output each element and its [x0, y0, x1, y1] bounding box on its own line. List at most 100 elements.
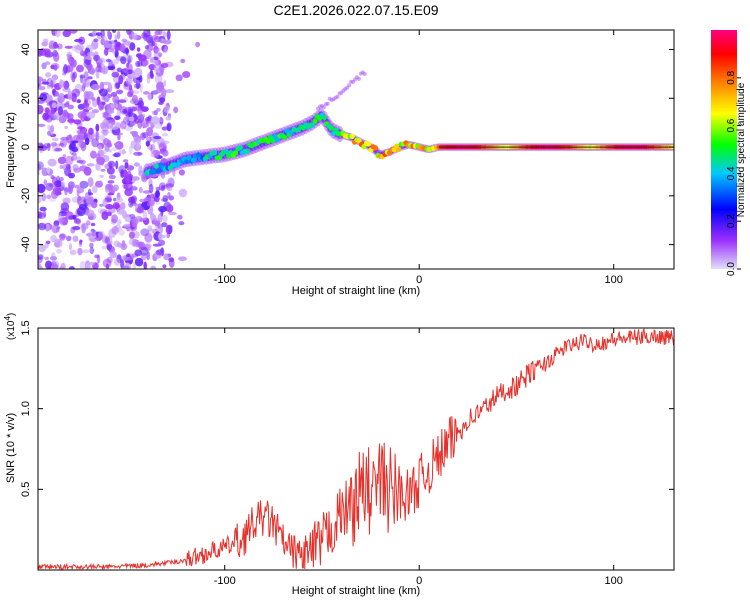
- noise-blob: [163, 253, 170, 261]
- noise-blob: [86, 163, 95, 167]
- noise-blob: [133, 162, 140, 167]
- noise-blob: [133, 231, 140, 239]
- noise-blob: [72, 134, 81, 141]
- noise-blob: [127, 55, 131, 65]
- svg-text:(x104): (x104): [3, 313, 17, 340]
- noise-blob: [155, 186, 161, 191]
- ridge-core: [366, 141, 372, 147]
- noise-blob: [103, 235, 113, 245]
- noise-blob: [131, 176, 140, 181]
- noise-blob: [38, 183, 46, 194]
- noise-blob: [107, 241, 113, 245]
- noise-blob: [67, 51, 72, 56]
- noise-blob: [74, 45, 83, 54]
- noise-blob: [79, 180, 89, 189]
- noise-blob: [85, 55, 93, 60]
- noise-blob: [133, 151, 142, 156]
- noise-blob: [79, 74, 84, 84]
- noise-blob: [71, 45, 78, 52]
- x-tick-label: 100: [605, 274, 623, 286]
- snr-x-axis: -100 0 100: [214, 328, 623, 587]
- noise-blob: [131, 132, 138, 138]
- noise-blob: [150, 57, 155, 61]
- noise-blob: [161, 184, 165, 191]
- noise-blob: [66, 100, 70, 106]
- snr-series-line: [38, 328, 674, 570]
- noise-blob: [117, 99, 127, 104]
- noise-blob: [63, 64, 68, 74]
- noise-blob: [38, 76, 43, 83]
- noise-blob: [73, 167, 82, 173]
- noise-blob: [164, 46, 168, 52]
- noise-blob: [144, 233, 153, 243]
- noise-blob: [152, 243, 162, 247]
- noise-blob: [38, 104, 44, 115]
- noise-blob: [105, 203, 114, 210]
- noise-blob: [195, 41, 201, 48]
- noise-blob: [155, 201, 161, 205]
- noise-blob: [55, 249, 62, 254]
- noise-blob: [38, 244, 46, 253]
- noise-blob: [106, 166, 115, 175]
- noise-blob: [115, 197, 124, 203]
- noise-blob: [178, 188, 188, 198]
- y-tick-label: 1.5: [20, 320, 32, 335]
- noise-blob: [69, 249, 77, 256]
- noise-blob: [107, 211, 112, 217]
- snr-frame: [37, 327, 675, 571]
- noise-blob: [137, 100, 145, 109]
- spectrogram-frame: [37, 29, 675, 270]
- noise-blob: [113, 142, 120, 146]
- noise-blob: [54, 91, 60, 97]
- noise-blob: [74, 38, 83, 43]
- noise-blob: [143, 261, 147, 269]
- noise-blob: [128, 87, 134, 97]
- noise-blob: [154, 220, 160, 226]
- noise-blob: [44, 61, 51, 66]
- noise-blob: [102, 258, 112, 268]
- noise-blob: [46, 194, 52, 199]
- ridge-core: [156, 168, 162, 174]
- noise-blob: [114, 49, 119, 59]
- noise-blob: [116, 67, 123, 73]
- noise-blob: [165, 224, 173, 235]
- noise-blob: [70, 71, 74, 81]
- noise-blob: [131, 32, 138, 41]
- noise-blob: [163, 105, 171, 113]
- x-tick-label: -100: [214, 274, 236, 286]
- colorbar-ticks: 0.0 0.2 0.4 0.6 0.8: [726, 70, 741, 276]
- branch-blob: [321, 105, 326, 110]
- noise-blob: [85, 137, 90, 146]
- noise-blob: [101, 67, 108, 75]
- noise-blob: [150, 122, 154, 130]
- noise-blob: [124, 188, 133, 197]
- noise-blob: [74, 99, 82, 103]
- noise-blob: [59, 164, 64, 169]
- noise-blob: [66, 235, 72, 242]
- noise-blob: [166, 186, 173, 192]
- noise-blob: [81, 83, 86, 88]
- noise-blob: [77, 247, 83, 256]
- noise-blob: [41, 81, 50, 85]
- noise-blob: [138, 187, 143, 194]
- noise-blob: [161, 140, 170, 144]
- noise-blob: [68, 215, 75, 220]
- noise-blob: [114, 34, 118, 40]
- ridge-core: [244, 148, 250, 154]
- noise-blob: [116, 30, 121, 40]
- noise-blob: [97, 57, 106, 64]
- noise-blob: [38, 163, 42, 172]
- noise-blob: [44, 256, 50, 260]
- noise-blob: [161, 222, 168, 228]
- noise-blob: [145, 137, 151, 141]
- noise-blob: [99, 88, 108, 97]
- noise-blob: [129, 108, 134, 117]
- noise-blob: [38, 142, 44, 151]
- branch-blob: [362, 72, 367, 76]
- noise-blob: [162, 214, 168, 223]
- noise-blob: [148, 183, 154, 194]
- noise-blob: [117, 219, 122, 225]
- noise-blob: [136, 139, 142, 147]
- noise-blob: [173, 106, 179, 114]
- noise-blob: [51, 102, 57, 109]
